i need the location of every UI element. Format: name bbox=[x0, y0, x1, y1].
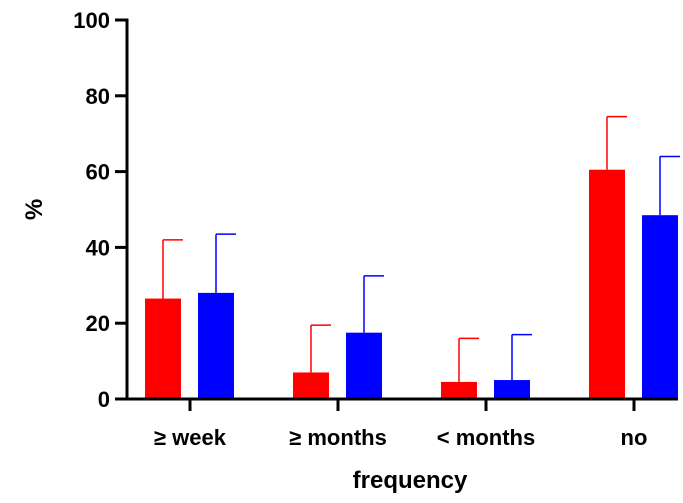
x-category-label: no bbox=[621, 425, 648, 450]
bar bbox=[642, 215, 678, 399]
bar bbox=[346, 332, 382, 399]
y-ticks: 0 20 40 60 80 100 bbox=[73, 8, 127, 412]
bar bbox=[145, 298, 181, 399]
bars-layer bbox=[145, 115, 680, 399]
y-tick-label: 0 bbox=[98, 387, 110, 412]
y-tick-label: 20 bbox=[86, 311, 110, 336]
axes-layer bbox=[125, 18, 678, 401]
bar bbox=[293, 372, 329, 399]
y-tick-label: 60 bbox=[86, 160, 110, 185]
bar bbox=[441, 381, 477, 399]
x-category-label: ≥ week bbox=[154, 425, 227, 450]
x-category-label: ≥ months bbox=[289, 425, 387, 450]
bar bbox=[494, 380, 530, 399]
y-tick-label: 40 bbox=[86, 235, 110, 260]
x-axis-title: frequency bbox=[353, 467, 468, 494]
y-axis-title: % bbox=[21, 199, 48, 220]
x-ticks: ≥ week ≥ months < months no bbox=[154, 399, 647, 450]
x-category-label: < months bbox=[437, 425, 535, 450]
bar bbox=[589, 169, 625, 399]
y-tick-label: 100 bbox=[73, 8, 110, 33]
y-tick-label: 80 bbox=[86, 84, 110, 109]
bar bbox=[198, 292, 234, 399]
